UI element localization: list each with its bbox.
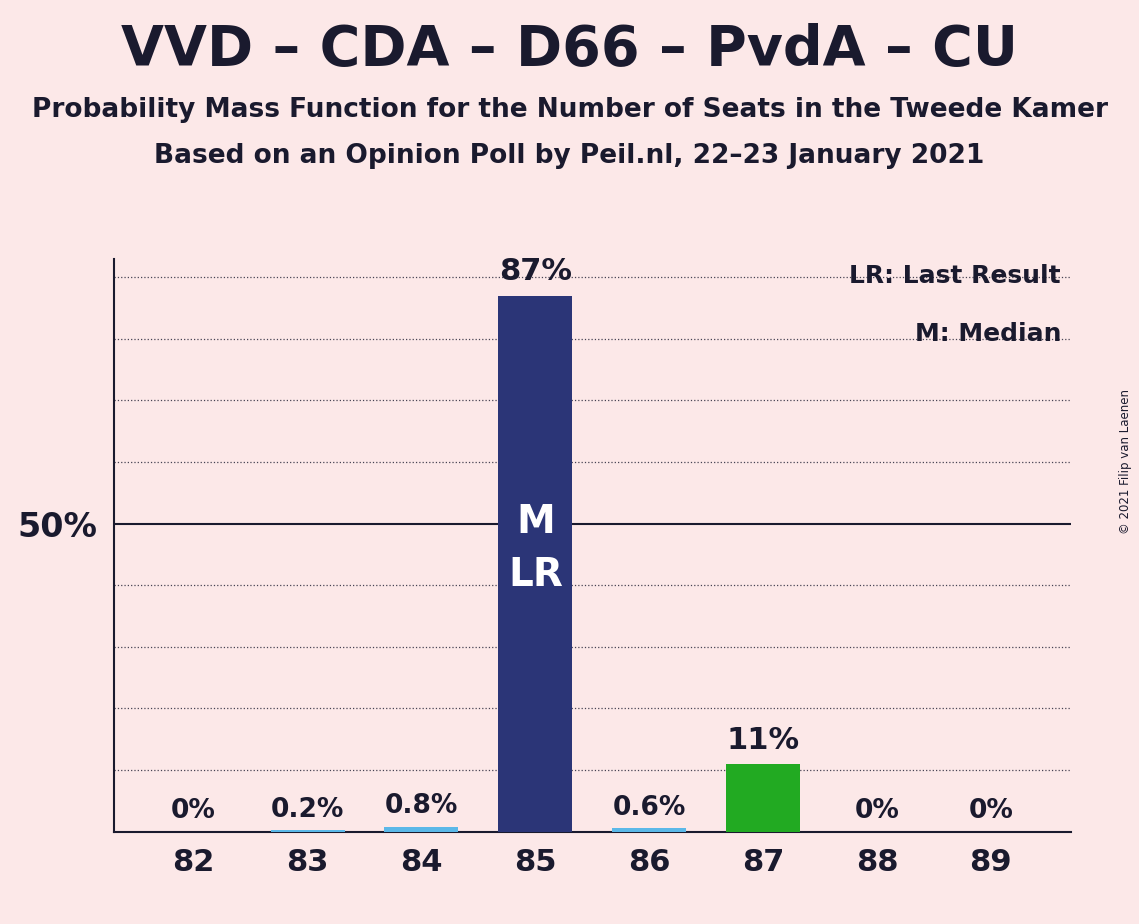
Text: 87%: 87% bbox=[499, 258, 572, 286]
Bar bbox=[270, 831, 344, 832]
Bar bbox=[726, 764, 800, 832]
Bar bbox=[612, 828, 687, 832]
Text: 0%: 0% bbox=[171, 798, 216, 824]
Text: 0%: 0% bbox=[854, 798, 900, 824]
Text: 11%: 11% bbox=[727, 725, 800, 755]
Text: VVD – CDA – D66 – PvdA – CU: VVD – CDA – D66 – PvdA – CU bbox=[121, 23, 1018, 77]
Text: M
LR: M LR bbox=[508, 503, 563, 594]
Text: © 2021 Filip van Laenen: © 2021 Filip van Laenen bbox=[1118, 390, 1132, 534]
Bar bbox=[384, 827, 458, 832]
Text: Probability Mass Function for the Number of Seats in the Tweede Kamer: Probability Mass Function for the Number… bbox=[32, 97, 1107, 123]
Text: 0.8%: 0.8% bbox=[385, 794, 458, 820]
Bar bbox=[498, 296, 572, 832]
Text: 0.2%: 0.2% bbox=[271, 797, 344, 823]
Text: 0.6%: 0.6% bbox=[613, 795, 686, 821]
Text: M: Median: M: Median bbox=[915, 322, 1062, 346]
Text: 0%: 0% bbox=[968, 798, 1014, 824]
Text: LR: Last Result: LR: Last Result bbox=[850, 264, 1062, 288]
Text: Based on an Opinion Poll by Peil.nl, 22–23 January 2021: Based on an Opinion Poll by Peil.nl, 22–… bbox=[154, 143, 985, 169]
